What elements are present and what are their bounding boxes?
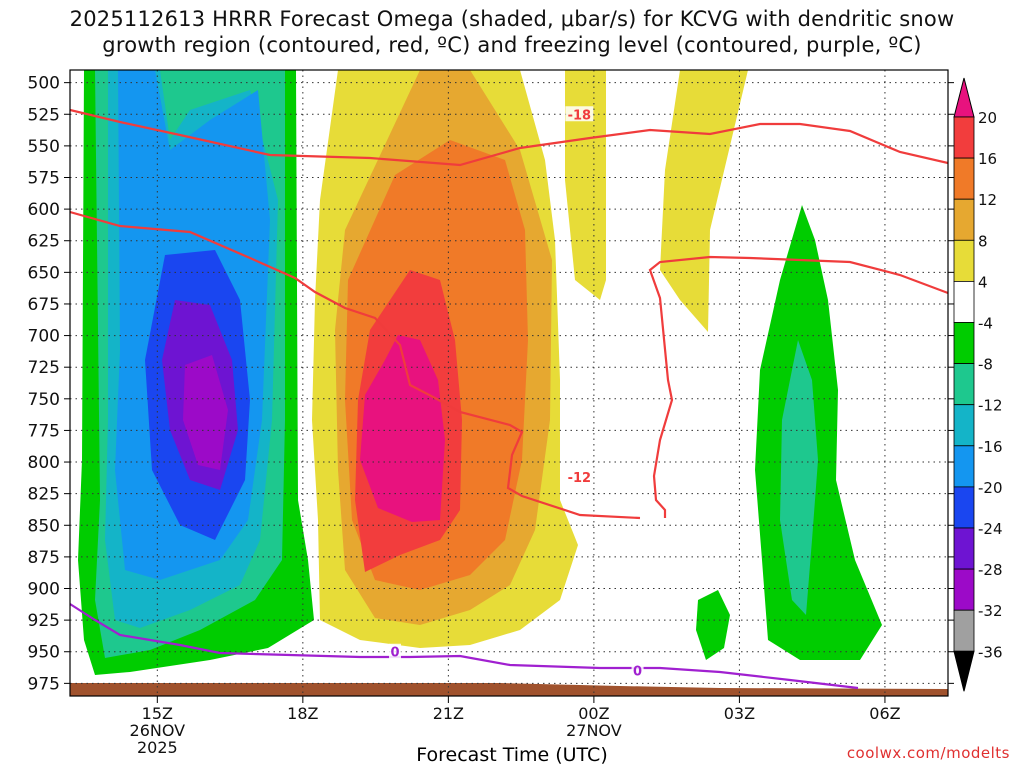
y-tick-label: 650 xyxy=(28,263,60,283)
x-tick-label: 06Z xyxy=(869,704,900,723)
y-tick-label: 875 xyxy=(28,548,60,568)
contour-label-bg xyxy=(389,643,402,659)
colorbar-arrow-bottom xyxy=(953,650,975,692)
y-tick-label: 850 xyxy=(28,516,60,536)
chart-title: 2025112613 HRRR Forecast Omega (shaded, … xyxy=(0,6,1024,58)
dgz-contour-minus12-left xyxy=(70,210,641,520)
colorbar-label: 20 xyxy=(978,109,997,127)
y-tick-label: 625 xyxy=(28,232,60,252)
y-tick-label: 725 xyxy=(28,358,60,378)
colorbar-label: -36 xyxy=(978,643,1003,661)
colorbar-label: -8 xyxy=(978,356,993,374)
plot-frame xyxy=(69,69,949,697)
y-tick-label: 750 xyxy=(28,390,60,410)
colorbar-label: -24 xyxy=(978,520,1003,538)
y-tick-label: 700 xyxy=(28,327,60,347)
x-axis-title: Forecast Time (UTC) xyxy=(416,744,608,766)
chart-title-line1: 2025112613 HRRR Forecast Omega (shaded, … xyxy=(69,7,955,31)
colorbar-label: -28 xyxy=(978,561,1003,579)
contour-label: 0 xyxy=(633,665,642,680)
colorbar-swatch xyxy=(953,157,975,200)
contour-label-bg xyxy=(631,662,644,678)
colorbar-label: -20 xyxy=(978,479,1003,497)
colorbar-swatch xyxy=(953,404,975,447)
chart-title-line2: growth region (contoured, red, ºC) and f… xyxy=(102,33,922,57)
ground-surface xyxy=(70,683,948,696)
y-tick-label: 825 xyxy=(28,485,60,505)
y-tick-label: 900 xyxy=(28,580,60,600)
colorbar-label: 16 xyxy=(978,150,997,168)
colorbar-label: -32 xyxy=(978,602,1003,620)
plot-area: -18 -12 0 0 xyxy=(70,70,948,696)
y-axis: 500 525 550 575 600 625 650 675 700 725 750 775 800 8… xyxy=(28,74,954,694)
contour-label-bg xyxy=(565,469,594,485)
omega-fill-m8-right xyxy=(780,340,818,615)
y-tick-label: 525 xyxy=(28,105,60,125)
y-tick-label: 800 xyxy=(28,453,60,473)
colorbar-swatch xyxy=(953,280,975,323)
contour-label: -12 xyxy=(568,471,592,486)
colorbar-swatch xyxy=(953,363,975,406)
colorbar-swatch xyxy=(953,116,975,159)
colorbar-swatch xyxy=(953,527,975,570)
omega-fill-p20 xyxy=(360,335,445,522)
y-tick-label: 575 xyxy=(28,168,60,188)
colorbar-label: -12 xyxy=(978,397,1003,415)
y-tick-label: 775 xyxy=(28,421,60,441)
freezing-level-contour xyxy=(70,603,859,690)
x-tick-date: 27NOV xyxy=(566,721,622,740)
colorbar-label: 8 xyxy=(978,232,988,250)
omega-fill-p4-upper xyxy=(565,70,606,300)
dgz-contour-minus12-right xyxy=(648,255,948,518)
colorbar-label: -16 xyxy=(978,438,1003,456)
colorbar-swatch xyxy=(953,445,975,488)
y-tick-label: 600 xyxy=(28,200,60,220)
y-tick-label: 500 xyxy=(28,74,60,94)
site-credit: coolwx.com/modelts xyxy=(846,744,1010,762)
x-tick-year: 2025 xyxy=(137,738,178,757)
x-tick-label: 15Z xyxy=(142,704,173,723)
colorbar-arrow-top xyxy=(953,77,975,118)
omega-fill-m4-right xyxy=(755,205,882,660)
colorbar-swatch xyxy=(953,198,975,241)
grid-lines xyxy=(70,70,948,696)
y-tick-label: 675 xyxy=(28,295,60,315)
colorbar-label: 4 xyxy=(978,273,988,291)
contour-label: 0 xyxy=(390,646,399,661)
omega-fill-m4-blob xyxy=(696,590,730,660)
omega-fill-p4-upper2 xyxy=(660,70,748,332)
colorbar-swatch xyxy=(953,486,975,529)
contour-labels: -18 -12 0 0 xyxy=(389,106,644,680)
y-tick-label: 950 xyxy=(28,643,60,663)
omega-fill-m28 xyxy=(183,355,228,470)
y-tick-label: 925 xyxy=(28,611,60,631)
x-tick-label: 21Z xyxy=(433,704,464,723)
contour-label-bg xyxy=(565,106,594,122)
dgz-contour-minus18 xyxy=(70,108,948,167)
x-tick-label: 18Z xyxy=(287,704,318,723)
colorbar-swatch xyxy=(953,322,975,364)
colorbar-label: 12 xyxy=(978,191,997,209)
colorbar-legend: 20 16 12 8 4 -4 -8 -12 -16 -20 -24 -28 -32 -36 xyxy=(953,77,1003,692)
x-tick-label: 00Z xyxy=(578,704,609,723)
colorbar-swatch xyxy=(953,568,975,611)
contour-label: -18 xyxy=(568,108,592,123)
y-tick-label: 550 xyxy=(28,137,60,157)
y-tick-label: 975 xyxy=(28,674,60,694)
colorbar-swatch xyxy=(953,239,975,282)
x-tick-label: 03Z xyxy=(724,704,755,723)
x-tick-date: 26NOV xyxy=(130,721,186,740)
colorbar-swatch xyxy=(953,609,975,652)
colorbar-label: -4 xyxy=(978,315,993,333)
